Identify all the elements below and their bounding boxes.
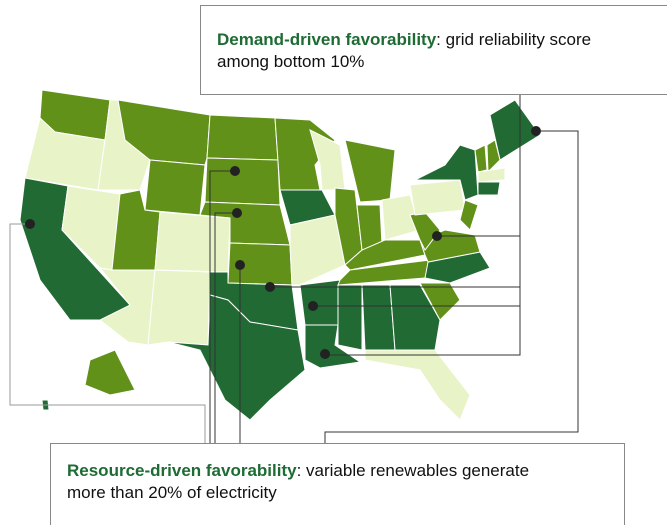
- marker-dot: [235, 260, 245, 270]
- marker-dot: [265, 282, 275, 292]
- resource-callout: Resource-driven favorability: variable r…: [50, 443, 625, 525]
- leader-line: [209, 170, 235, 443]
- state: [409, 179, 466, 216]
- state: [147, 269, 211, 346]
- demand-callout: Demand-driven favorability: grid reliabi…: [200, 5, 667, 95]
- state: [474, 144, 488, 173]
- leader-lines: [9, 95, 579, 443]
- state: [309, 129, 346, 191]
- state: [204, 157, 281, 206]
- state: [419, 282, 461, 321]
- state: [364, 349, 471, 421]
- marker-dot: [232, 208, 242, 218]
- leader-line: [325, 95, 521, 356]
- callout-title: Resource-driven favorability: [67, 461, 297, 480]
- marker-dot: [531, 126, 541, 136]
- marker-dot: [308, 301, 318, 311]
- marker-dot: [432, 231, 442, 241]
- leader-line: [9, 223, 206, 443]
- marker-dot: [320, 349, 330, 359]
- state: [361, 284, 396, 351]
- callout-text: : variable renewables generate more than…: [67, 461, 530, 502]
- callout-title: Demand-driven favorability: [217, 30, 437, 49]
- state: [414, 144, 479, 201]
- state: [477, 167, 506, 183]
- state: [337, 284, 363, 351]
- state: [206, 114, 279, 161]
- callout-text: : grid reliability score among bottom 10…: [217, 30, 592, 71]
- state: [84, 349, 136, 396]
- leader-line: [324, 130, 579, 443]
- state: [459, 199, 479, 231]
- marker-dot: [230, 166, 240, 176]
- states: [19, 89, 541, 421]
- state: [144, 159, 206, 216]
- state: [486, 139, 501, 174]
- state: [154, 211, 231, 273]
- marker-dot: [25, 219, 35, 229]
- state: [167, 294, 306, 421]
- state: [389, 284, 441, 351]
- leader-line: [214, 212, 237, 443]
- state: [477, 181, 501, 196]
